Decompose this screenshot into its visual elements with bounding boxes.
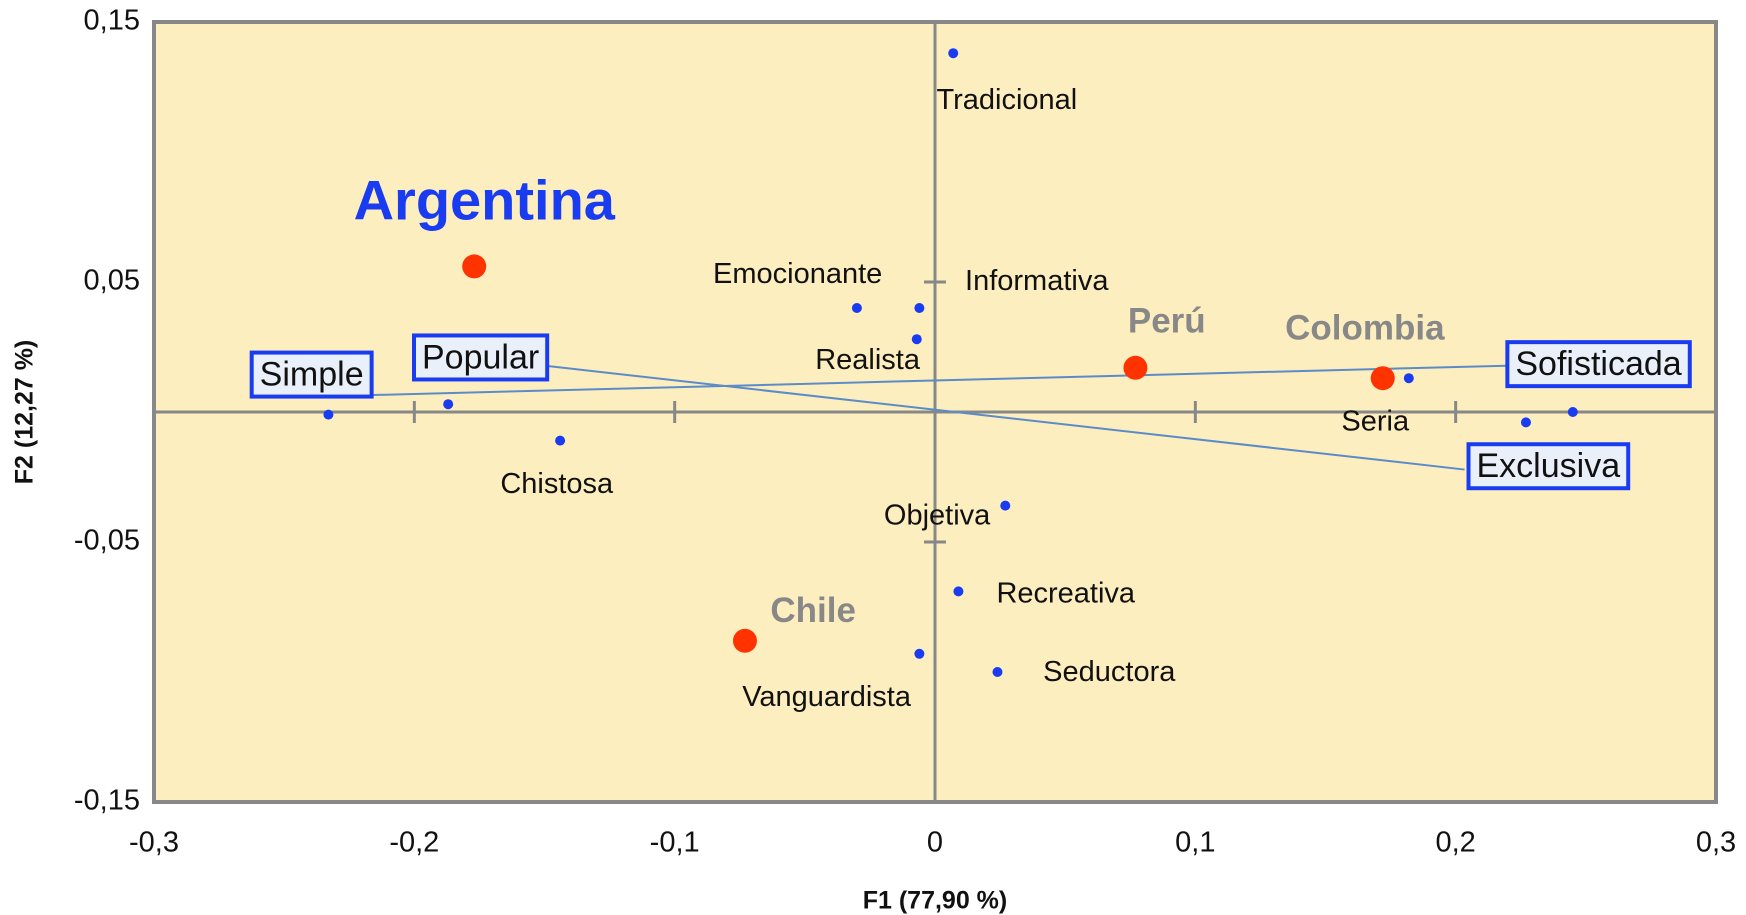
attribute-label: Realista (815, 344, 921, 376)
attribute-point (1403, 373, 1414, 384)
attribute-label: Chistosa (500, 468, 614, 500)
connector-line (344, 364, 1512, 397)
connector-line (534, 363, 1465, 471)
attribute-label: Simple (260, 356, 364, 394)
attribute-label: Objetiva (884, 499, 991, 531)
country-label: Chile (770, 591, 856, 630)
attribute-point (323, 409, 334, 420)
country-point (1370, 366, 1395, 391)
attribute-label: Sofisticada (1515, 345, 1681, 383)
label-box (1505, 340, 1692, 389)
x-tick-label: 0,2 (1436, 827, 1476, 859)
x-tick-label: 0 (927, 827, 943, 859)
attribute-label: Recreativa (996, 577, 1135, 609)
x-tick-label: 0,3 (1696, 827, 1736, 859)
attribute-point (948, 48, 959, 59)
attribute-point (953, 586, 964, 597)
y-tick-label: -0,05 (74, 525, 140, 557)
x-axis-label: F1 (77,90 %) (863, 887, 1008, 915)
attribute-label: Exclusiva (1477, 447, 1621, 485)
x-tick-label: -0,1 (650, 827, 700, 859)
attribute-point (1520, 417, 1531, 428)
attribute-label: Informativa (965, 265, 1109, 297)
attribute-point (851, 303, 862, 313)
label-box (249, 350, 374, 399)
x-tick-label: -0,2 (389, 827, 439, 859)
attribute-point (1567, 407, 1578, 417)
label-box (1466, 442, 1631, 491)
attribute-point (555, 435, 566, 446)
attribute-point (911, 334, 922, 345)
attribute-point (914, 303, 925, 313)
y-tick-label: 0,15 (84, 5, 140, 37)
attribute-label: Popular (422, 338, 539, 376)
attribute-label: Seria (1341, 406, 1410, 438)
attribute-point (992, 667, 1003, 677)
attribute-label: Seductora (1043, 656, 1176, 688)
country-label: Argentina (354, 169, 616, 232)
y-tick-label: 0,05 (84, 265, 140, 297)
country-point (462, 254, 487, 279)
attribute-label: Emocionante (713, 258, 882, 290)
x-tick-label: 0,1 (1175, 827, 1215, 859)
label-box (411, 333, 550, 382)
y-axis-label: F2 (12,27 %) (11, 340, 39, 485)
y-tick-label: -0,15 (74, 785, 140, 817)
country-point (732, 628, 757, 653)
attribute-point (914, 648, 925, 659)
country-label: Colombia (1285, 308, 1445, 347)
x-tick-label: -0,3 (129, 827, 179, 859)
attribute-point (443, 399, 454, 410)
country-label: Perú (1128, 301, 1206, 340)
attribute-label: Tradicional (936, 84, 1077, 116)
country-point (1123, 355, 1148, 380)
attribute-point (1000, 500, 1011, 511)
attribute-label: Vanguardista (742, 681, 912, 713)
